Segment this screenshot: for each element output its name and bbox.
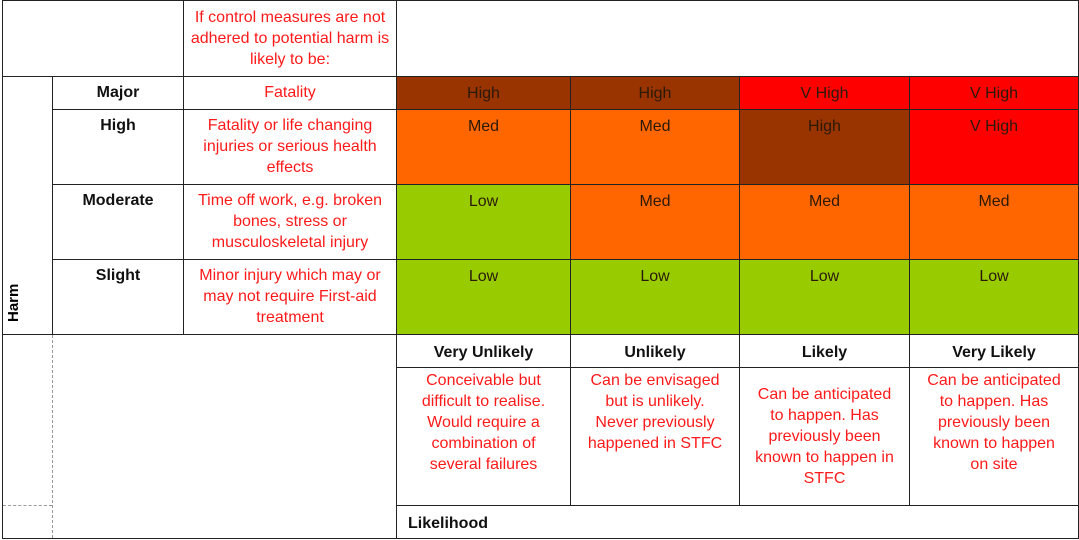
risk-cell: Med: [909, 184, 1079, 260]
likelihood-description: Can be anticipated to happen. Has previo…: [739, 367, 910, 506]
severity-label: High: [52, 109, 184, 185]
harm-axis-label: Harm: [2, 76, 53, 335]
risk-cell: V High: [739, 76, 910, 110]
severity-label: Major: [52, 76, 184, 110]
likelihood-label: Very Unlikely: [396, 334, 571, 368]
risk-cell: Low: [739, 259, 910, 335]
likelihood-description: Conceivable but difficult to realise. Wo…: [396, 367, 571, 506]
likelihood-label: Very Likely: [909, 334, 1079, 368]
severity-label: Slight: [52, 259, 184, 335]
header-empty: [396, 0, 1079, 77]
risk-cell: Low: [570, 259, 740, 335]
corner-cell: [2, 0, 184, 77]
risk-cell: Low: [396, 184, 571, 260]
risk-cell: Low: [909, 259, 1079, 335]
likelihood-description: Can be anticipated to happen. Has previo…: [909, 367, 1079, 506]
risk-cell: V High: [909, 109, 1079, 185]
dashed-divider: [52, 335, 53, 538]
risk-cell: High: [739, 109, 910, 185]
likelihood-description: Can be envisaged but is unlikely. Never …: [570, 367, 740, 506]
risk-cell: Med: [570, 109, 740, 185]
likelihood-label: Unlikely: [570, 334, 740, 368]
dashed-divider: [3, 505, 52, 506]
risk-cell: High: [396, 76, 571, 110]
risk-cell: Med: [396, 109, 571, 185]
risk-cell: Med: [739, 184, 910, 260]
likelihood-label: Likely: [739, 334, 910, 368]
severity-description: Fatality: [183, 76, 397, 110]
empty-bottom-left: [2, 334, 397, 539]
severity-description: Time off work, e.g. broken bones, stress…: [183, 184, 397, 260]
likelihood-axis-label: Likelihood: [396, 505, 1079, 539]
risk-cell: V High: [909, 76, 1079, 110]
risk-cell: Med: [570, 184, 740, 260]
severity-description: Fatality or life changing injuries or se…: [183, 109, 397, 185]
risk-cell: Low: [396, 259, 571, 335]
severity-description: Minor injury which may or may not requir…: [183, 259, 397, 335]
risk-cell: High: [570, 76, 740, 110]
severity-label: Moderate: [52, 184, 184, 260]
header-description: If control measures are not adhered to p…: [183, 0, 397, 77]
